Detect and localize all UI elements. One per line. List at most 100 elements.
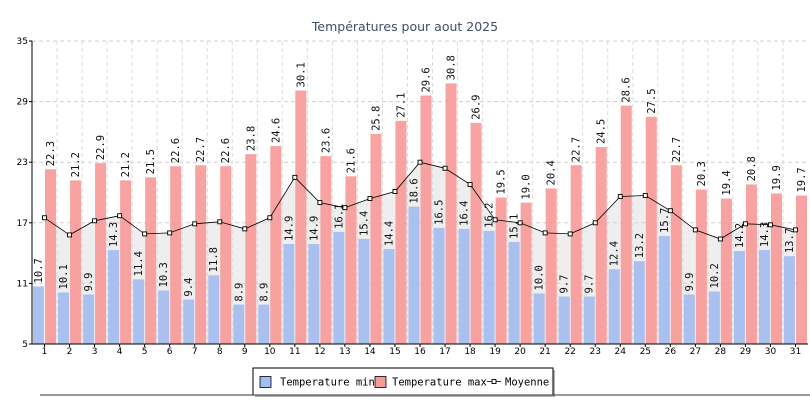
y-tick-label: 11 (17, 279, 28, 289)
data-label-max: 19.4 (721, 170, 733, 195)
moyenne-point (768, 222, 773, 228)
data-label-min: 16.2 (484, 203, 496, 228)
data-label-min: 13.7 (784, 228, 796, 253)
y-tick-label: 5 (22, 340, 28, 350)
data-label-min: 15.7 (659, 208, 671, 233)
bar-max (795, 195, 807, 344)
bar-max (720, 198, 732, 344)
bar-min (583, 296, 595, 344)
data-label-max: 19.7 (796, 167, 808, 192)
data-label-max: 26.9 (471, 95, 483, 120)
moyenne-point (692, 227, 698, 233)
y-tick-label: 35 (17, 37, 28, 47)
data-label-min: 9.7 (584, 275, 596, 294)
data-label-max: 21.6 (345, 148, 357, 173)
bar-min (758, 250, 770, 344)
moyenne-point (617, 194, 623, 199)
legend-label-max: Temperature max (392, 377, 487, 389)
bar-min (383, 249, 395, 344)
moyenne-point (442, 165, 448, 171)
moyenne-point (317, 200, 323, 206)
y-tick-label: 29 (17, 98, 29, 108)
data-label-min: 16.5 (434, 200, 446, 225)
x-tick-label: 28 (715, 347, 727, 357)
x-tick-label: 20 (514, 347, 526, 357)
data-label-min: 11.4 (133, 251, 145, 276)
bar-min (233, 304, 245, 344)
data-label-max: 20.8 (746, 156, 758, 181)
data-label-min: 10.7 (33, 258, 45, 283)
bar-max (345, 176, 357, 344)
data-label-min: 14.9 (308, 216, 320, 241)
x-tick-label: 18 (464, 347, 476, 357)
moyenne-point (342, 205, 348, 211)
bar-max (770, 193, 782, 344)
moyenne-point (467, 181, 473, 187)
bar-min (533, 293, 545, 344)
x-tick-label: 27 (690, 347, 701, 357)
data-label-min: 14.9 (283, 216, 295, 241)
data-label-min: 8.9 (233, 283, 245, 302)
x-tick-label: 21 (539, 347, 550, 357)
data-label-max: 22.7 (195, 137, 207, 162)
bar-max (220, 166, 232, 344)
data-label-max: 30.8 (446, 55, 458, 80)
x-tick-label: 22 (564, 347, 575, 357)
bar-max (445, 83, 457, 345)
x-tick-label: 11 (289, 347, 300, 357)
legend-box (252, 367, 554, 396)
data-label-min: 10.0 (534, 265, 546, 290)
bar-min (408, 206, 420, 344)
grid (32, 40, 808, 344)
bar-max (745, 184, 757, 344)
bar-min (158, 290, 170, 344)
data-label-max: 28.6 (621, 77, 633, 102)
bar-min (33, 286, 45, 344)
bar-max (420, 95, 432, 344)
bar-max (645, 116, 657, 344)
moyenne-point (67, 232, 72, 238)
bar-min (558, 296, 570, 344)
bar-min (283, 244, 295, 344)
x-tick-label: 13 (339, 347, 350, 357)
bar-min (708, 291, 720, 344)
data-label-max: 24.6 (270, 118, 282, 143)
x-tick-label: 23 (589, 347, 600, 357)
data-label-max: 23.8 (245, 126, 257, 151)
moyenne-point (517, 220, 523, 226)
x-tick-label: 7 (192, 347, 198, 357)
moyenne-point (267, 215, 273, 221)
x-tick-label: 12 (314, 347, 325, 357)
x-tick-label: 1 (42, 347, 48, 357)
x-tick-label: 6 (167, 347, 173, 357)
data-label-min: 16.1 (333, 204, 345, 229)
bar-min (133, 279, 145, 344)
moyenne-point (292, 174, 298, 180)
bar-max (495, 197, 507, 344)
bar-max (670, 165, 682, 344)
moyenne-point (92, 218, 98, 224)
data-label-max: 21.2 (70, 152, 82, 177)
data-label-max: 24.5 (596, 119, 608, 144)
data-label-max: 19.9 (771, 165, 783, 190)
data-label-max: 27.5 (646, 88, 658, 113)
moyenne-point (742, 221, 748, 227)
moyenne-point (417, 159, 423, 165)
moyenne-area-fill (44, 162, 796, 344)
x-tick-label: 17 (439, 347, 450, 357)
bar-max (270, 146, 282, 344)
data-label-max: 22.3 (45, 141, 57, 166)
data-label-max: 21.5 (145, 149, 157, 174)
data-label-max: 22.9 (95, 135, 107, 160)
x-tick-label: 8 (217, 347, 223, 357)
data-labels: 10.7 22.3 10.1 21.2 9.9 22.9 14.3 21.2 11.4 21.5 1… (33, 55, 808, 301)
bar-min (458, 228, 470, 344)
moyenne-point (142, 231, 148, 237)
moyenne-point (242, 226, 248, 232)
data-label-max: 19.5 (496, 169, 508, 194)
bar-max (170, 166, 182, 344)
bar-max (620, 105, 632, 344)
bar-max (120, 180, 132, 344)
data-label-min: 15.1 (509, 214, 521, 239)
